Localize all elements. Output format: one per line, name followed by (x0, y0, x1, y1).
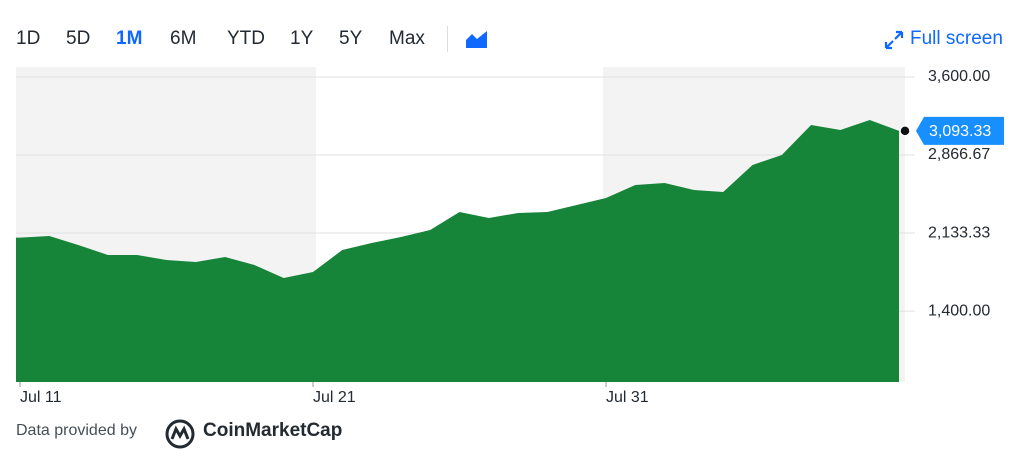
x-tick-label: Jul 11 (20, 389, 62, 406)
separator (447, 26, 448, 52)
x-tick-label: Jul 21 (313, 389, 356, 406)
range-button[interactable]: 1D (16, 28, 41, 49)
y-tick-label: 1,400.00 (928, 302, 990, 319)
last-price-label: 3,093.33 (929, 123, 991, 140)
price-flag (916, 116, 1004, 145)
y-tick-label: 2,866.67 (928, 146, 990, 163)
range-button[interactable]: YTD (227, 28, 265, 49)
fullscreen-icon[interactable] (884, 30, 904, 50)
range-button[interactable]: 5D (66, 28, 91, 49)
range-button[interactable]: 5Y (339, 28, 363, 49)
range-button[interactable]: 1M (116, 28, 143, 49)
range-button[interactable]: 1Y (290, 28, 314, 49)
chart-type-icon[interactable] (465, 30, 489, 50)
y-tick-label: 3,600.00 (928, 68, 990, 85)
last-point (899, 125, 911, 137)
attribution: Data provided by (16, 422, 137, 439)
provider-logo (165, 419, 195, 449)
range-button[interactable]: Max (389, 28, 425, 49)
provider-name: CoinMarketCap (203, 420, 343, 441)
y-tick-label: 2,133.33 (928, 224, 990, 241)
chart: 1,400.00 2,133.33 2,866.67 3,600.00 Jul 11 Ju… (16, 67, 1004, 406)
price-area (16, 119, 899, 383)
fullscreen-button[interactable]: Full screen (910, 28, 1003, 49)
range-button[interactable]: 6M (170, 28, 197, 49)
x-tick-label: Jul 31 (606, 389, 649, 406)
